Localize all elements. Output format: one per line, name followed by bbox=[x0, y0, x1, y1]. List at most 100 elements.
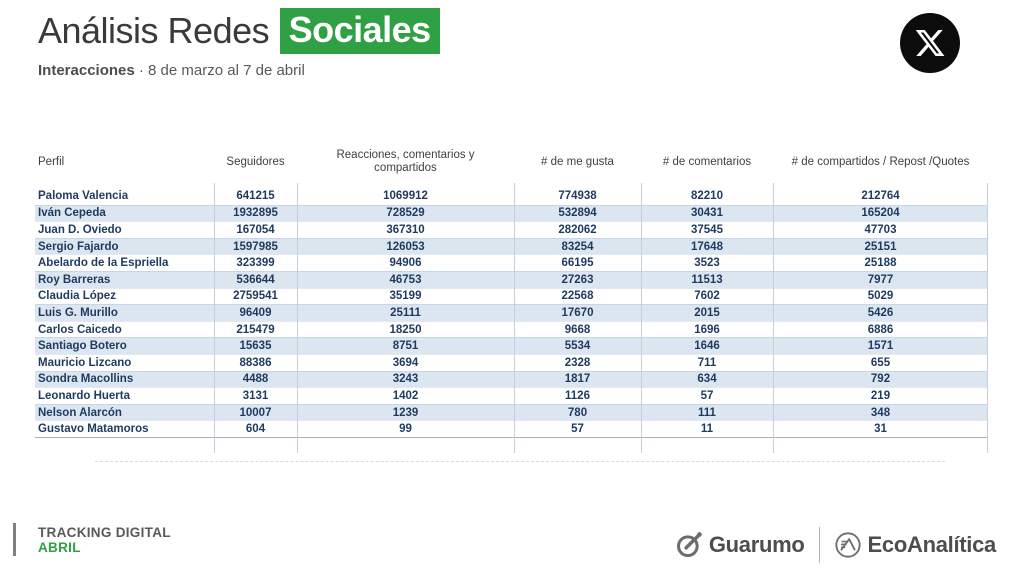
metric-value: 15635 bbox=[239, 340, 272, 353]
guarumo-logo-icon bbox=[676, 532, 702, 558]
metric-value: 1817 bbox=[564, 373, 591, 386]
metric-value: 728529 bbox=[386, 207, 425, 220]
table-row: Carlos Caicedo 215479 18250 9668 1696 6886 bbox=[35, 320, 988, 338]
table-row: Abelardo de la Espriella 323399 94906 66195… bbox=[35, 254, 988, 271]
metric-value: 780 bbox=[567, 406, 588, 419]
metric-value: 604 bbox=[245, 423, 266, 436]
metric-value: 66195 bbox=[561, 257, 594, 270]
metric-value: 8751 bbox=[392, 340, 419, 353]
metric-value: 212764 bbox=[861, 190, 900, 203]
metric-value: 7602 bbox=[694, 290, 720, 303]
profile-name: Luis G. Murillo bbox=[38, 306, 118, 319]
metric-value: 37545 bbox=[691, 223, 723, 236]
profile-name: Sondra Macollins bbox=[38, 373, 134, 386]
interactions-table: Perfil Seguidores Reacciones, comentario… bbox=[35, 146, 988, 462]
metric-value: 18250 bbox=[389, 323, 422, 336]
metric-value: 11513 bbox=[691, 273, 723, 286]
metric-value: 1069912 bbox=[383, 190, 428, 203]
metric-value: 1402 bbox=[392, 389, 419, 402]
profile-name: Nelson Alarcón bbox=[38, 406, 122, 419]
profile-name: Iván Cepeda bbox=[38, 207, 106, 220]
metric-value: 126053 bbox=[386, 240, 425, 253]
x-twitter-icon bbox=[900, 13, 960, 73]
page-title: Análisis Redes Sociales bbox=[38, 8, 440, 54]
footer-accent-bar bbox=[13, 523, 16, 556]
column-divider bbox=[514, 183, 515, 453]
metric-value: 83254 bbox=[561, 240, 594, 253]
metric-value: 1126 bbox=[565, 389, 590, 402]
table-row: Paloma Valencia 641215 1069912 774938 82210 2… bbox=[35, 188, 988, 205]
table-row: Roy Barreras 536644 46753 27263 11513 7977 bbox=[35, 270, 988, 288]
column-divider bbox=[214, 183, 215, 453]
subtitle: Interacciones · 8 de marzo al 7 de abril bbox=[38, 62, 305, 79]
title-highlight: Sociales bbox=[279, 8, 440, 54]
profile-name: Abelardo de la Espriella bbox=[38, 257, 169, 270]
metric-value: 88386 bbox=[239, 356, 272, 369]
table-row: Claudia López 2759541 35199 22568 7602 5029 bbox=[35, 287, 988, 305]
metric-value: 17670 bbox=[561, 306, 594, 319]
metric-value: 30431 bbox=[691, 207, 723, 220]
metric-value: 5426 bbox=[867, 306, 894, 319]
table-row: Luis G. Murillo 96409 25111 17670 2015 5426 bbox=[35, 304, 988, 321]
metric-value: 25151 bbox=[864, 240, 897, 253]
metric-value: 9668 bbox=[564, 323, 591, 336]
profile-name: Carlos Caicedo bbox=[38, 323, 122, 336]
profile-name: Roy Barreras bbox=[38, 273, 111, 286]
metric-value: 47703 bbox=[864, 223, 897, 236]
metric-value: 1646 bbox=[694, 340, 720, 353]
profile-name: Santiago Botero bbox=[38, 340, 127, 353]
metric-value: 2759541 bbox=[233, 290, 278, 303]
metric-value: 35199 bbox=[389, 290, 422, 303]
metric-value: 655 bbox=[870, 356, 891, 369]
metric-value: 31 bbox=[874, 423, 887, 436]
profile-name: Claudia López bbox=[38, 290, 116, 303]
metric-value: 4488 bbox=[242, 373, 269, 386]
profile-name: Gustavo Matamoros bbox=[38, 423, 149, 436]
subtitle-bold: Interacciones bbox=[38, 62, 135, 79]
profile-name: Juan D. Oviedo bbox=[38, 223, 122, 236]
table-row: Juan D. Oviedo 167054 367310 282062 37545 477… bbox=[35, 221, 988, 238]
column-header-seguidores: Seguidores bbox=[226, 155, 285, 168]
metric-value: 711 bbox=[697, 356, 717, 369]
metric-value: 3243 bbox=[392, 373, 419, 386]
metric-value: 96409 bbox=[239, 306, 272, 319]
metric-value: 82210 bbox=[691, 190, 723, 203]
subtitle-dates: · 8 de marzo al 7 de abril bbox=[134, 62, 305, 79]
metric-value: 17648 bbox=[691, 240, 723, 253]
guarumo-logo: Guarumo bbox=[675, 531, 805, 559]
table-body: Paloma Valencia 641215 1069912 774938 82210 2… bbox=[35, 188, 988, 438]
table-row: Nelson Alarcón 10007 1239 780 111 348 bbox=[35, 403, 988, 421]
profile-name: Leonardo Huerta bbox=[38, 389, 131, 402]
metric-value: 46753 bbox=[389, 273, 422, 286]
column-header-perfil: Perfil bbox=[38, 155, 65, 168]
profile-name: Mauricio Lizcano bbox=[38, 356, 132, 369]
metric-value: 5029 bbox=[867, 290, 894, 303]
column-divider bbox=[297, 183, 298, 453]
metric-value: 215479 bbox=[236, 323, 275, 336]
metric-value: 532894 bbox=[558, 207, 597, 220]
metric-value: 2328 bbox=[564, 356, 591, 369]
metric-value: 3131 bbox=[242, 389, 269, 402]
metric-value: 1239 bbox=[392, 406, 419, 419]
table-row: Gustavo Matamoros 604 99 57 11 31 bbox=[35, 420, 988, 437]
table-row: Iván Cepeda 1932895 728529 532894 30431 16520… bbox=[35, 204, 988, 222]
column-divider bbox=[773, 183, 774, 453]
metric-value: 3523 bbox=[694, 257, 720, 270]
metric-value: 282062 bbox=[558, 223, 597, 236]
metric-value: 3694 bbox=[392, 356, 419, 369]
metric-value: 2015 bbox=[694, 306, 720, 319]
table-row: Santiago Botero 15635 8751 5534 1646 1571 bbox=[35, 337, 988, 354]
metric-value: 94906 bbox=[389, 257, 422, 270]
footer-logos: Guarumo EcoAnalítica bbox=[675, 524, 996, 566]
metric-value: 25111 bbox=[390, 306, 421, 319]
table-footer-rule bbox=[95, 461, 945, 462]
metric-value: 167054 bbox=[236, 223, 275, 236]
table-row: Mauricio Lizcano 88386 3694 2328 711 655 bbox=[35, 353, 988, 371]
table-header-row: Perfil Seguidores Reacciones, comentario… bbox=[35, 146, 988, 178]
column-header-megusta: # de me gusta bbox=[541, 155, 614, 168]
metric-value: 1597985 bbox=[233, 240, 278, 253]
metric-value: 219 bbox=[870, 389, 891, 402]
ecoanalitica-logo: EcoAnalítica bbox=[834, 531, 996, 559]
table-row: Sondra Macollins 4488 3243 1817 634 792 bbox=[35, 370, 988, 388]
